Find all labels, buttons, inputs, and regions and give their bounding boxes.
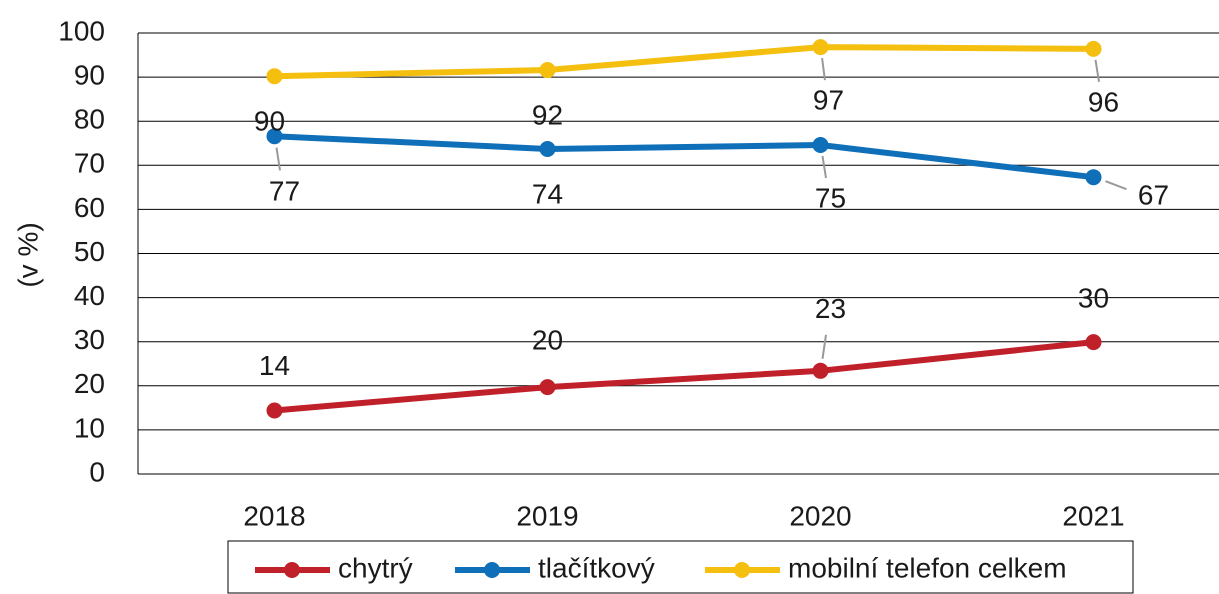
data-label: 23 (815, 293, 846, 324)
data-label: 97 (813, 85, 844, 116)
data-point (1085, 40, 1102, 57)
data-label: 77 (269, 176, 300, 207)
data-point (266, 402, 283, 419)
y-tick-label: 50 (74, 236, 105, 267)
data-point (539, 140, 556, 157)
data-point (812, 39, 829, 56)
y-tick-label: 10 (74, 412, 105, 443)
data-point (539, 379, 556, 396)
y-axis-label: (v %) (12, 222, 43, 287)
data-label: 90 (254, 106, 285, 137)
y-tick-label: 20 (74, 368, 105, 399)
series-line (274, 44, 1094, 80)
leader-line (821, 155, 827, 179)
leader-line (821, 57, 826, 81)
x-tick-label: 2018 (243, 500, 305, 531)
data-label: 30 (1078, 283, 1109, 314)
data-label: 75 (815, 182, 846, 213)
leader-line (821, 334, 827, 359)
data-label: 92 (532, 99, 563, 130)
leader-line (1094, 59, 1100, 83)
legend-marker (284, 562, 300, 578)
data-label: 67 (1138, 180, 1169, 211)
series-line (274, 339, 1094, 414)
y-tick-label: 40 (74, 280, 105, 311)
legend-label: chytrý (338, 552, 413, 583)
x-tick-label: 2020 (789, 500, 851, 531)
data-label: 14 (259, 350, 290, 381)
y-tick-label: 100 (58, 15, 105, 46)
y-tick-label: 70 (74, 148, 105, 179)
data-point (266, 128, 283, 145)
legend-marker (484, 562, 500, 578)
data-point (812, 362, 829, 379)
y-tick-label: 90 (74, 59, 105, 90)
legend-box (227, 540, 1134, 594)
y-tick-label: 60 (74, 192, 105, 223)
legend-marker (734, 562, 750, 578)
x-tick-label: 2021 (1062, 500, 1124, 531)
data-label: 74 (532, 178, 563, 209)
y-tick-label: 30 (74, 324, 105, 355)
y-tick-label: 0 (89, 456, 105, 487)
legend-label: tlačítkový (538, 552, 655, 583)
data-label: 96 (1088, 86, 1119, 117)
leader-line (1105, 180, 1127, 191)
data-point (539, 62, 556, 79)
data-point (1085, 334, 1102, 351)
leader-line (275, 147, 281, 171)
data-point (812, 137, 829, 154)
data-point (1085, 169, 1102, 186)
data-label: 20 (532, 325, 563, 356)
y-tick-label: 80 (74, 104, 105, 135)
legend-label: mobilní telefon celkem (788, 552, 1067, 583)
data-point (266, 68, 283, 85)
series-line (274, 133, 1094, 181)
x-tick-label: 2019 (516, 500, 578, 531)
